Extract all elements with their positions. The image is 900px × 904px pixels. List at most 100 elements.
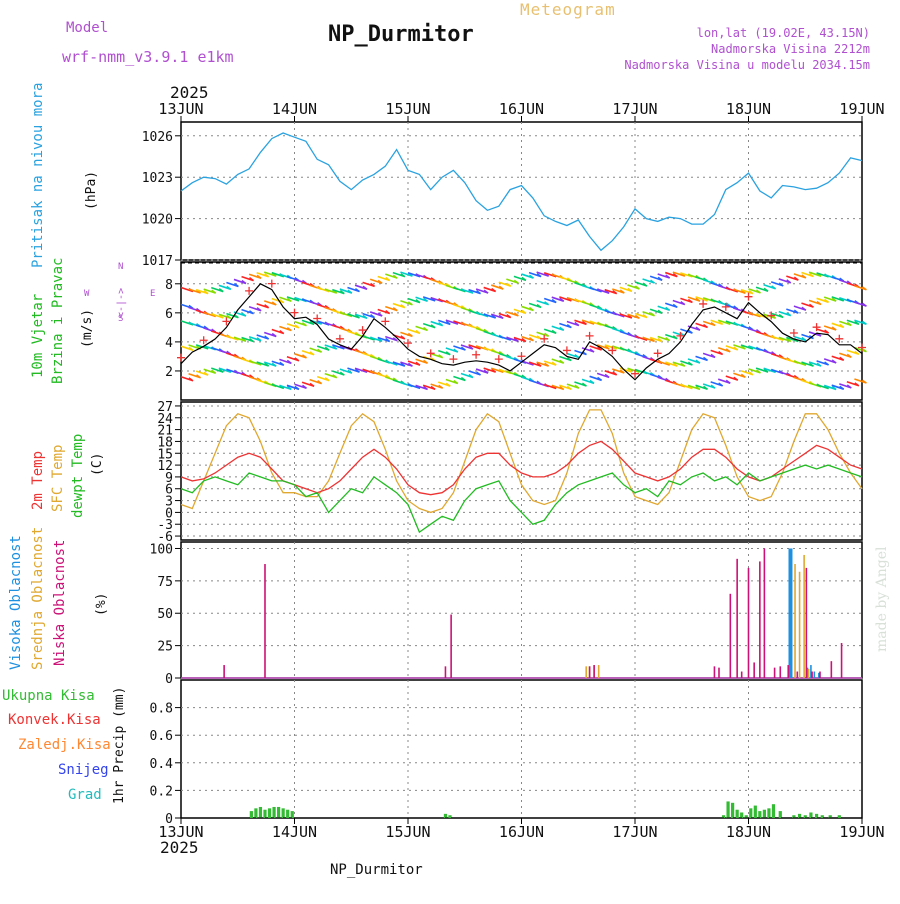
precip-bar bbox=[837, 815, 841, 818]
cloud-bar bbox=[787, 665, 790, 678]
wind-arrow-head bbox=[347, 289, 353, 294]
wind-arrow-head bbox=[203, 290, 209, 295]
wind-arrow-head bbox=[377, 279, 383, 284]
wind-arrow-head bbox=[529, 306, 534, 312]
wind-arrow-head bbox=[839, 385, 845, 390]
wind-arrow-head bbox=[839, 323, 845, 328]
wind-arrow-head bbox=[430, 385, 436, 390]
wind-arrow-head bbox=[544, 362, 550, 367]
cloud-bar bbox=[811, 671, 813, 678]
wind-arrow-head bbox=[635, 314, 640, 319]
x-tick-label-bottom: 15JUN bbox=[385, 823, 430, 841]
wind-arrow-head bbox=[657, 337, 663, 343]
wind-arrow-head bbox=[627, 314, 633, 319]
wind-arrow-head bbox=[491, 287, 497, 292]
wind-gust-marker bbox=[290, 308, 299, 317]
temp-ytick-label: 12 bbox=[157, 459, 173, 474]
wind-arrow-head bbox=[483, 289, 489, 294]
wind-gust-marker bbox=[835, 334, 844, 343]
wind-arrow-head bbox=[438, 322, 444, 327]
wind-arrow-head bbox=[786, 337, 792, 342]
top-year-label: 2025 bbox=[170, 83, 209, 102]
wind-arrow-head bbox=[665, 336, 671, 342]
wind-arrow-head bbox=[695, 297, 701, 302]
temp-panel-frame bbox=[180, 401, 863, 541]
wind-arrow-head bbox=[309, 351, 315, 356]
cloud-bar bbox=[805, 567, 808, 678]
wind-arrow-head bbox=[627, 287, 633, 292]
wind-arrow-head bbox=[809, 272, 814, 278]
wind-arrow-head bbox=[513, 337, 519, 342]
precip-bar bbox=[731, 802, 735, 818]
wind-arrow-head bbox=[279, 299, 285, 304]
wind-arrow-head bbox=[695, 385, 701, 390]
wind-arrow-head bbox=[793, 276, 799, 281]
wind-gust-marker bbox=[744, 292, 753, 301]
wind-arrow-head bbox=[733, 346, 739, 351]
wind-arrow-head bbox=[309, 382, 315, 387]
wind-gust-marker bbox=[358, 326, 367, 335]
wind-arrow-head bbox=[430, 324, 436, 329]
wind-arrow-head bbox=[862, 302, 867, 307]
wind-arrow-head bbox=[529, 274, 534, 279]
wind-arrow-head bbox=[188, 377, 194, 382]
wind-arrow-head bbox=[665, 274, 671, 279]
wind-arrow-head bbox=[423, 326, 428, 331]
wind-arrow-head bbox=[824, 298, 830, 303]
compass-e-label: E bbox=[150, 289, 156, 299]
precip-bar bbox=[803, 815, 807, 818]
wind-unit: (m/s) bbox=[80, 308, 95, 348]
wind-arrow-head bbox=[256, 337, 262, 342]
wind-arrow-head bbox=[854, 350, 860, 355]
wind-gust-marker bbox=[449, 355, 458, 364]
wind-arrow-head bbox=[801, 336, 807, 342]
wind-gust-marker bbox=[608, 346, 617, 355]
wind-arrow-head bbox=[491, 368, 497, 373]
wind-arrow-head bbox=[423, 359, 428, 364]
wind-arrow-head bbox=[286, 326, 292, 332]
wind-arrow-head bbox=[513, 279, 519, 284]
wind-arrow-head bbox=[460, 376, 466, 382]
wind-arrow-head bbox=[286, 297, 292, 302]
wind-arrow-head bbox=[854, 382, 860, 387]
cloud-bar bbox=[450, 614, 452, 678]
wind-arrow-head bbox=[672, 273, 678, 278]
wind-arrow-head bbox=[392, 274, 398, 279]
wind-gust-marker bbox=[631, 369, 639, 378]
x-tick-label-top: 13JUN bbox=[158, 100, 203, 118]
cloud-bar bbox=[803, 554, 805, 678]
cloud-unit: (%) bbox=[94, 592, 109, 616]
cloud-bar bbox=[585, 666, 587, 678]
cloud-bar bbox=[788, 548, 793, 678]
wind-arrow-head bbox=[672, 335, 678, 340]
dewpoint-line bbox=[180, 464, 863, 534]
cloud-bar bbox=[736, 558, 738, 678]
precip-bar bbox=[277, 806, 281, 818]
cloud-high-label: Visoka Oblacnost bbox=[8, 535, 24, 670]
model-altitude-label: Nadmorska Visina u modelu 2034.15m bbox=[624, 58, 870, 72]
wind-gust-marker bbox=[177, 353, 185, 362]
wind-arrow-head bbox=[506, 313, 512, 319]
precip-bar bbox=[815, 813, 819, 818]
temp-unit: (C) bbox=[90, 452, 105, 476]
precip-bar bbox=[753, 805, 757, 818]
wind-arrow-head bbox=[778, 282, 784, 287]
precip-bar bbox=[286, 809, 290, 818]
precip-bar bbox=[744, 815, 748, 818]
wind-arrow-head bbox=[801, 306, 807, 311]
wind-arrow-head bbox=[226, 285, 232, 290]
cloud-bar bbox=[830, 661, 833, 678]
precip-bar bbox=[762, 809, 766, 818]
wind-arrow-head bbox=[748, 290, 754, 295]
wind-arrow-head bbox=[188, 346, 194, 351]
x-tick-label-bottom: 18JUN bbox=[726, 823, 771, 841]
wind-arrow-head bbox=[445, 320, 451, 325]
wind-arrow-head bbox=[710, 321, 716, 326]
wind-gust-marker bbox=[812, 323, 821, 332]
wind-arrow-head bbox=[513, 312, 519, 317]
wind-arrow-head bbox=[687, 361, 693, 366]
wind-arrow-head bbox=[377, 337, 383, 342]
wind-arrow-head bbox=[687, 329, 693, 334]
wind-ytick-label: 8 bbox=[165, 278, 173, 293]
